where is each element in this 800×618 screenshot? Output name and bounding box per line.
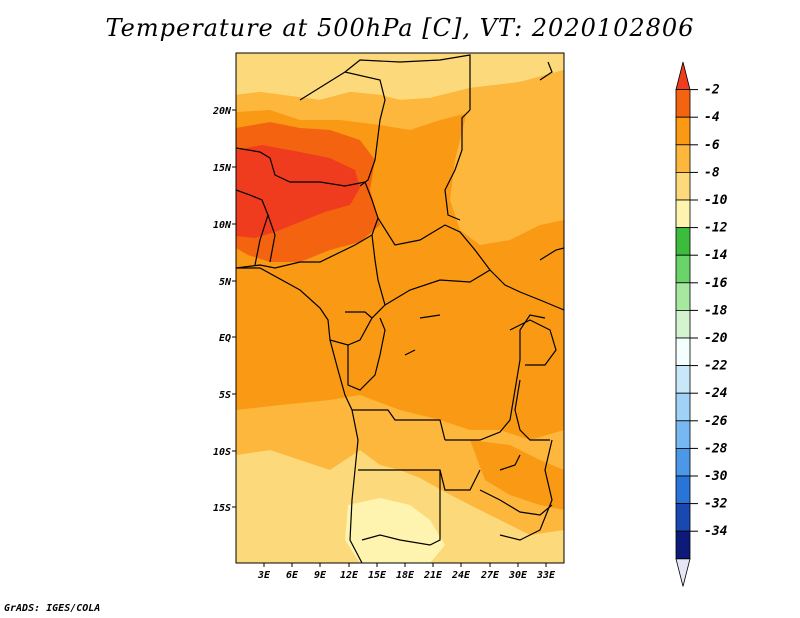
colorbar-label: -10 — [704, 193, 728, 208]
colorbar-swatch — [675, 309, 691, 339]
colorbar-swatch — [675, 254, 691, 284]
country-borders — [236, 54, 564, 563]
lon-label: 3E — [257, 570, 271, 581]
colorbar-swatch — [675, 392, 691, 422]
colorbar-label: -6 — [704, 138, 720, 153]
field-palest-south — [345, 498, 445, 563]
lon-label: 18E — [396, 570, 415, 581]
colorbar-swatch — [675, 365, 691, 394]
lat-label: EQ — [219, 333, 231, 344]
lat-label: 10N — [213, 220, 232, 231]
colorbar-label: -14 — [704, 248, 728, 263]
colorbar-arrow-top — [675, 61, 691, 90]
lat-label: 5N — [219, 277, 232, 288]
credit-text: GrADS: IGES/COLA — [4, 603, 101, 614]
lon-label: 9E — [314, 570, 327, 581]
colorbar-swatch — [675, 116, 691, 146]
lat-label: 20N — [212, 106, 232, 117]
lon-label: 27E — [480, 570, 500, 581]
lat-axis: 20N 15N 10N 5N EQ 5S 10S 15S — [212, 106, 232, 514]
field-warm-core — [236, 145, 360, 238]
lon-ticks — [263, 563, 547, 567]
colorbar-swatch — [675, 420, 691, 449]
lon-axis: 3E 6E 9E 12E 15E 18E 21E 24E 27E 30E 33E — [257, 570, 556, 581]
lat-ticks — [232, 109, 236, 508]
lon-label: 30E — [508, 570, 528, 581]
lon-label: 6E — [286, 570, 299, 581]
colorbar-arrow-bottom — [675, 558, 691, 587]
lon-label: 21E — [423, 570, 443, 581]
colorbar-label: -2 — [704, 83, 720, 98]
map-frame — [235, 52, 565, 564]
colorbar-label: -28 — [704, 441, 728, 456]
colorbar-label: -8 — [704, 165, 720, 180]
colorbar-swatch — [675, 144, 691, 173]
colorbar-swatch — [675, 337, 691, 367]
colorbar-swatch — [675, 227, 691, 256]
colorbar-label: -18 — [704, 303, 728, 318]
colorbar-label: -4 — [704, 110, 720, 125]
field-light-east — [450, 80, 564, 245]
colorbar-label: -26 — [704, 414, 728, 429]
lat-label: 15N — [213, 163, 232, 174]
colorbar-swatch — [675, 447, 691, 477]
lon-label: 33E — [536, 570, 556, 581]
colorbar-label: -30 — [704, 469, 728, 484]
lon-label: 15E — [368, 570, 387, 581]
lon-label: 24E — [451, 570, 471, 581]
colorbar-swatch — [675, 89, 691, 118]
colorbar-label: -16 — [704, 276, 728, 291]
colorbar-label: -24 — [704, 386, 728, 401]
colorbar-swatch — [675, 282, 691, 311]
lat-label: 10S — [213, 447, 231, 458]
field-light-north — [236, 70, 564, 130]
lon-label: 12E — [340, 570, 359, 581]
colorbar-label: -22 — [704, 359, 728, 374]
colorbar: -2 -4 -6 -8 -10 -12 -14 -16 -18 -20 -22 -24 -26 -28 -3… — [675, 61, 728, 587]
colorbar-swatch — [675, 475, 691, 505]
chart-title: Temperature at 500hPa [C], VT: 202010280… — [105, 14, 695, 42]
colorbar-swatch — [675, 503, 691, 532]
colorbar-swatch — [675, 199, 691, 229]
colorbar-label: -20 — [704, 331, 728, 346]
colorbar-label: -34 — [704, 524, 728, 539]
colorbar-label: -32 — [704, 497, 728, 512]
lat-label: 15S — [213, 503, 231, 514]
colorbar-swatch — [675, 530, 691, 560]
lat-label: 5S — [219, 390, 231, 401]
colorbar-swatch — [675, 171, 691, 201]
colorbar-label: -12 — [704, 221, 728, 236]
field-mid-southeast — [470, 440, 564, 510]
temperature-field — [236, 53, 564, 563]
